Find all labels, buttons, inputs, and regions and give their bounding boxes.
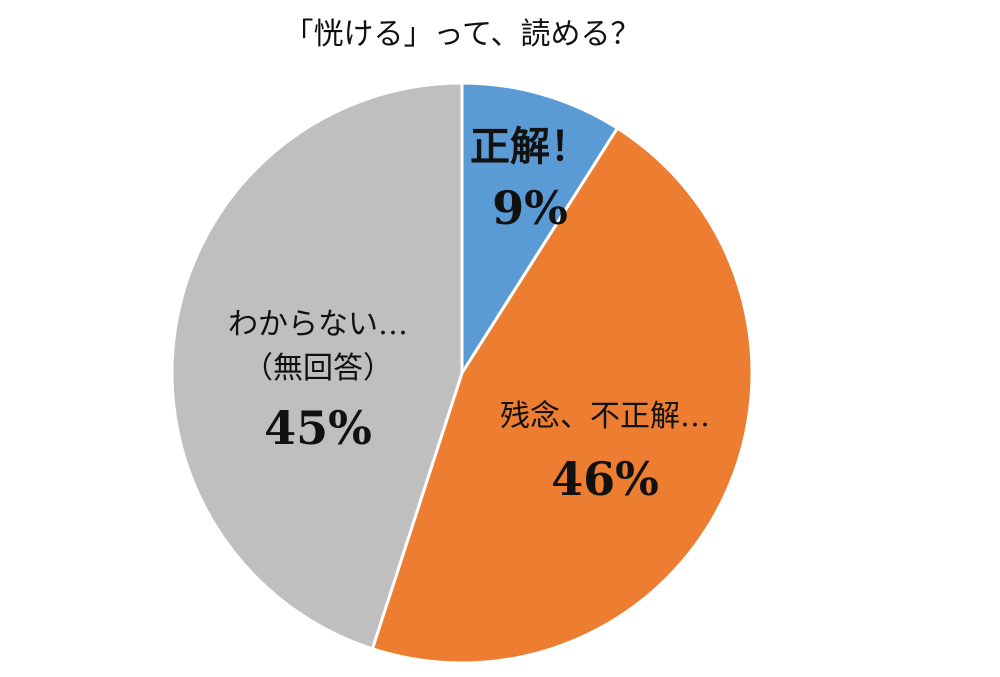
slice-label: わからない…: [228, 307, 408, 342]
slice-label: 残念、不正解…: [500, 399, 710, 434]
pie-slice: [460, 81, 620, 379]
value-label: 45%: [264, 401, 372, 455]
pie-slice: [370, 126, 754, 665]
chart-title: 「恍ける」って、読める？: [284, 17, 641, 52]
value-label: 9%: [492, 181, 568, 235]
slice-label: （無回答）: [243, 351, 393, 386]
pie-slice: [170, 81, 464, 651]
value-label: 46%: [551, 452, 659, 506]
slice-label: 正解！: [470, 123, 590, 170]
